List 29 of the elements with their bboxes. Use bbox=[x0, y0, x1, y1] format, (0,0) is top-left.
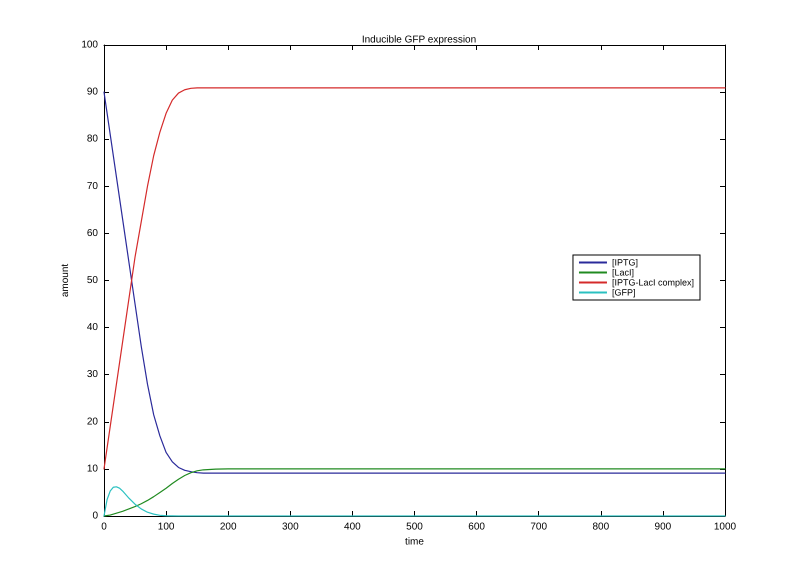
x-tick-label: 200 bbox=[220, 522, 237, 532]
y-tick-label: 40 bbox=[86, 322, 98, 334]
x-tick-label: 100 bbox=[158, 522, 175, 532]
y-tick-label: 50 bbox=[86, 275, 98, 286]
x-tick-label: 600 bbox=[468, 522, 486, 532]
x-tick-label: 800 bbox=[592, 522, 610, 532]
legend-label: [LacI] bbox=[612, 268, 634, 278]
x-axis-title: time bbox=[405, 536, 424, 548]
y-tick-label: 20 bbox=[86, 416, 98, 428]
y-tick-label: 10 bbox=[86, 463, 98, 474]
legend-label: [GFP] bbox=[612, 288, 636, 298]
y-tick-label: 90 bbox=[86, 86, 98, 98]
x-tick-label: 500 bbox=[406, 522, 424, 532]
x-tick-label: 1000 bbox=[714, 522, 737, 532]
x-tick-label: 900 bbox=[654, 522, 672, 532]
y-tick-label: 100 bbox=[81, 40, 98, 50]
x-tick-label: 700 bbox=[530, 522, 548, 532]
legend-label: [IPTG-LacI complex] bbox=[612, 278, 694, 288]
y-tick-label: 30 bbox=[86, 369, 98, 380]
y-tick-label: 0 bbox=[92, 510, 98, 522]
x-tick-label: 300 bbox=[282, 522, 300, 532]
y-axis-title: amount bbox=[60, 264, 71, 298]
x-tick-label: 400 bbox=[344, 522, 362, 532]
chart-title: Inducible GFP expression bbox=[362, 34, 476, 46]
legend-label: [IPTG] bbox=[612, 258, 638, 268]
y-tick-label: 80 bbox=[86, 134, 98, 145]
y-tick-label: 60 bbox=[86, 228, 98, 239]
y-tick-label: 70 bbox=[86, 180, 98, 192]
x-tick-label: 0 bbox=[101, 522, 108, 532]
